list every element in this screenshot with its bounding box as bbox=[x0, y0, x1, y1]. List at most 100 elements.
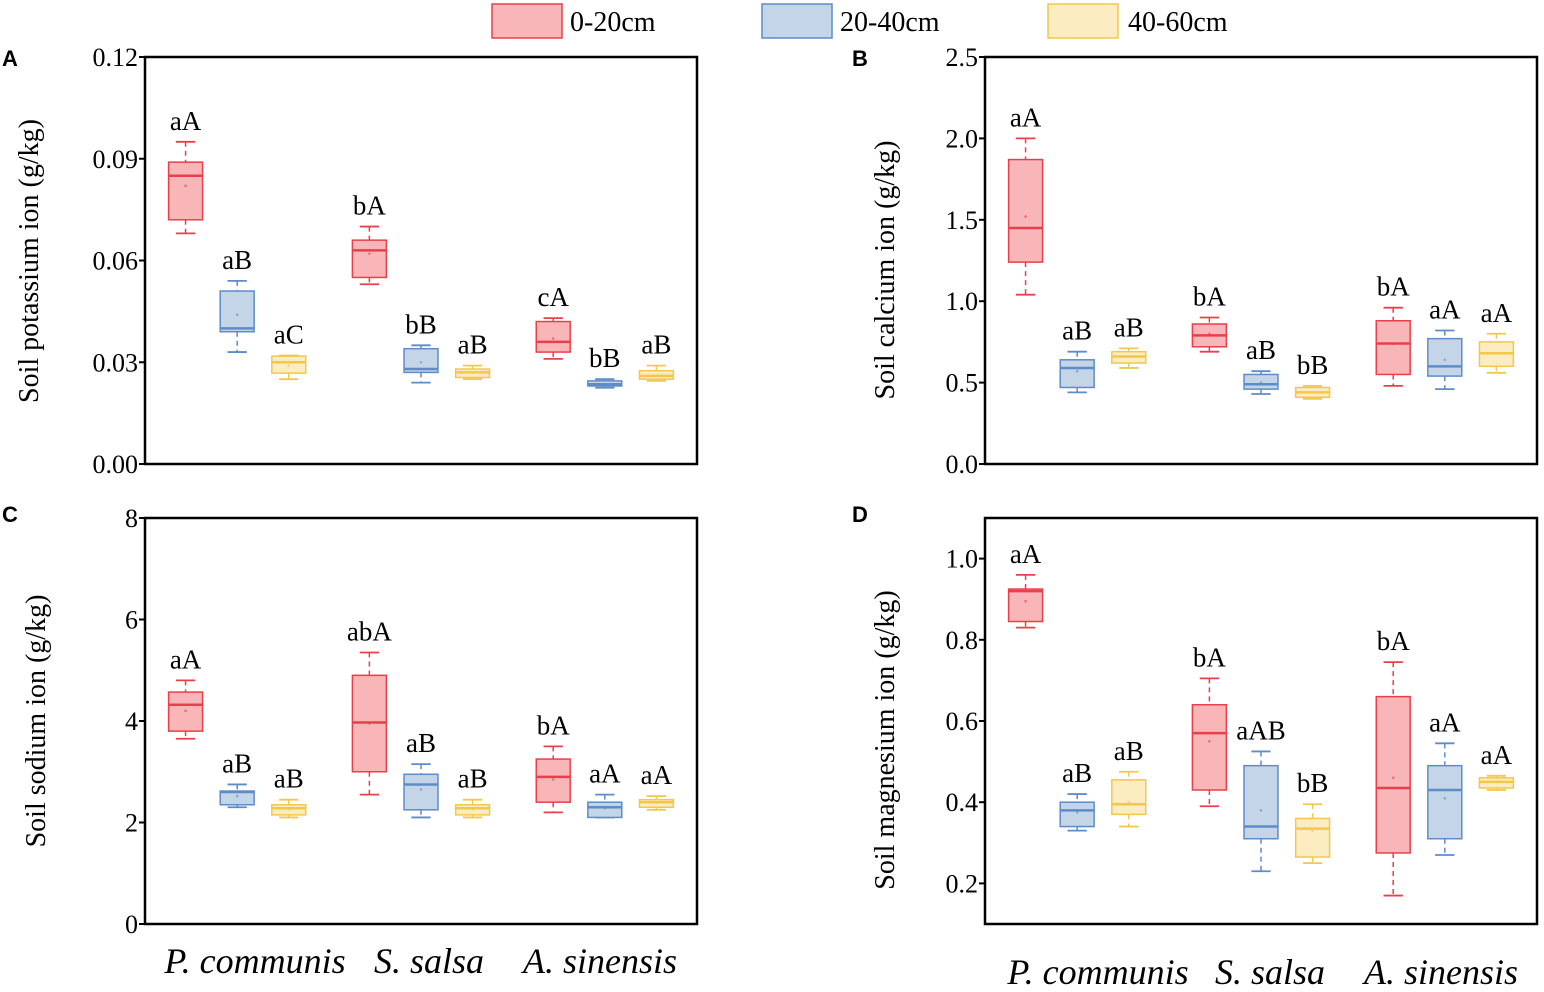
legend-swatch-20-40cm bbox=[761, 3, 833, 39]
x-category-label: A. sinensis bbox=[521, 941, 677, 981]
box-40-60cm-S. salsa: aB bbox=[454, 764, 491, 819]
y-tick-label: 1.0 bbox=[946, 545, 979, 574]
mean-point bbox=[1075, 369, 1079, 373]
y-tick-label: 0.03 bbox=[93, 348, 139, 377]
panel-letter: C bbox=[2, 502, 18, 527]
x-category-label: A. sinensis bbox=[1362, 952, 1518, 992]
box-20-40cm-S. salsa: aAB bbox=[1236, 715, 1286, 873]
mean-point bbox=[1024, 215, 1027, 218]
x-category-label: P. communis bbox=[163, 941, 345, 981]
box-40-60cm-A. sinensis: aA bbox=[638, 760, 675, 811]
significance-label: aB bbox=[458, 330, 488, 360]
mean-point bbox=[1259, 381, 1263, 384]
significance-label: abA bbox=[347, 616, 392, 646]
significance-label: aB bbox=[1114, 312, 1144, 342]
significance-label: bA bbox=[537, 710, 571, 740]
mean-point bbox=[1127, 800, 1131, 804]
significance-label: bA bbox=[1193, 642, 1227, 672]
x-category-label: P. communis bbox=[1006, 952, 1188, 992]
significance-label: bB bbox=[589, 343, 621, 373]
box-20-40cm-S. salsa: aB bbox=[1243, 335, 1279, 395]
mean-point bbox=[1259, 809, 1263, 812]
plot-frame bbox=[983, 55, 1539, 466]
mean-point bbox=[1495, 780, 1498, 784]
mean-point bbox=[1311, 829, 1314, 832]
legend-swatch-40-60cm bbox=[1047, 3, 1119, 39]
box-0-20cm-A. sinensis: bA bbox=[1375, 626, 1411, 897]
significance-label: bA bbox=[1377, 272, 1411, 302]
box-iqr bbox=[1007, 158, 1044, 263]
box-40-60cm-A. sinensis: aB bbox=[638, 330, 675, 382]
y-tick-label: 0.4 bbox=[946, 788, 979, 817]
box-0-20cm-A. sinensis: cA bbox=[535, 282, 571, 360]
box-iqr bbox=[1427, 764, 1463, 840]
mean-point bbox=[603, 382, 607, 386]
x-category-label: S. salsa bbox=[1215, 952, 1325, 992]
significance-label: aB bbox=[458, 764, 488, 794]
significance-label: bB bbox=[405, 309, 437, 339]
mean-point bbox=[235, 794, 239, 798]
significance-label: aA bbox=[170, 106, 202, 136]
y-tick-label: 0.09 bbox=[93, 145, 139, 174]
box-40-60cm-P. communis: aB bbox=[1111, 312, 1147, 369]
legend-label-0-20cm: 0-20cm bbox=[570, 7, 656, 38]
box-iqr bbox=[1059, 359, 1095, 389]
y-tick-label: 2.0 bbox=[946, 124, 979, 153]
mean-point bbox=[1443, 796, 1447, 800]
significance-label: aC bbox=[274, 319, 304, 349]
y-tick-label: 0.2 bbox=[946, 869, 979, 898]
box-40-60cm-P. communis: aB bbox=[1111, 736, 1147, 828]
box-20-40cm-A. sinensis: aA bbox=[587, 759, 623, 819]
y-tick-label: 0.00 bbox=[93, 450, 139, 479]
box-20-40cm-S. salsa: bB bbox=[403, 309, 439, 384]
legend-swatch-0-20cm bbox=[491, 3, 563, 39]
box-40-60cm-P. communis: aB bbox=[271, 764, 307, 819]
mean-point bbox=[603, 806, 607, 810]
box-20-40cm-S. salsa: aB bbox=[403, 728, 439, 819]
y-tick-label: 8 bbox=[125, 504, 138, 533]
box-20-40cm-A. sinensis: bB bbox=[587, 343, 623, 389]
box-0-20cm-A. sinensis: bA bbox=[535, 710, 571, 814]
y-tick-label: 2.5 bbox=[946, 43, 979, 72]
mean-point bbox=[471, 808, 474, 811]
box-0-20cm-S. salsa: bA bbox=[1191, 642, 1228, 808]
box-0-20cm-P. communis: aA bbox=[167, 644, 204, 740]
mean-point bbox=[1208, 740, 1211, 743]
box-0-20cm-S. salsa: bA bbox=[351, 191, 388, 286]
box-iqr bbox=[167, 161, 204, 221]
box-0-20cm-S. salsa: abA bbox=[347, 616, 392, 796]
box-iqr bbox=[403, 347, 439, 374]
y-tick-label: 0.12 bbox=[93, 43, 139, 72]
significance-label: aB bbox=[1114, 736, 1144, 766]
y-axis-label: Soil potassium ion (g/kg) bbox=[14, 119, 45, 403]
significance-label: aB bbox=[1062, 316, 1092, 346]
y-tick-label: 4 bbox=[125, 707, 138, 736]
significance-label: aA bbox=[1010, 539, 1042, 569]
panel-letter: B bbox=[852, 46, 868, 71]
y-axis-label: Soil calcium ion (g/kg) bbox=[870, 141, 901, 400]
significance-label: aB bbox=[1062, 758, 1092, 788]
mean-point bbox=[1311, 391, 1314, 394]
y-tick-label: 1.5 bbox=[946, 206, 979, 235]
significance-label: aA bbox=[170, 644, 202, 674]
y-tick-label: 2 bbox=[125, 809, 138, 838]
mean-point bbox=[368, 722, 371, 725]
plot-frame bbox=[143, 516, 699, 926]
y-tick-label: 0.8 bbox=[946, 626, 979, 655]
box-40-60cm-S. salsa: bB bbox=[1294, 768, 1331, 864]
y-tick-label: 0.6 bbox=[946, 707, 979, 736]
panel-D: D 0.2 0.4 0.6 0.8 1.0 Soil magnesium ion (g/kg… bbox=[852, 502, 1539, 992]
mean-point bbox=[184, 184, 187, 188]
y-axis-label: Soil magnesium ion (g/kg) bbox=[870, 590, 901, 889]
box-iqr bbox=[1375, 695, 1411, 854]
x-category-label: S. salsa bbox=[374, 941, 484, 981]
mean-point bbox=[419, 788, 423, 791]
box-iqr bbox=[1294, 817, 1331, 858]
mean-point bbox=[287, 808, 291, 811]
box-0-20cm-P. communis: aA bbox=[1007, 539, 1044, 629]
y-tick-label: 0 bbox=[125, 910, 138, 939]
box-iqr bbox=[1059, 801, 1095, 828]
y-tick-label: 0.5 bbox=[946, 369, 979, 398]
significance-label: bB bbox=[1297, 768, 1329, 798]
